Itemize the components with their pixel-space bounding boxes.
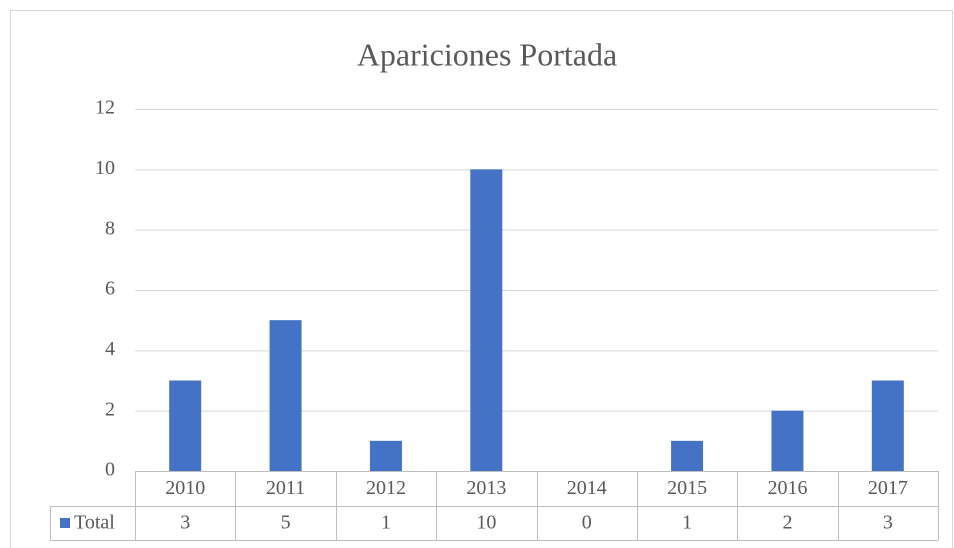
chart-border bbox=[10, 10, 953, 548]
y-tick-label: 0 bbox=[105, 459, 115, 481]
y-tick-label: 12 bbox=[95, 97, 115, 119]
table-value: 5 bbox=[281, 512, 291, 534]
bar bbox=[771, 410, 804, 471]
x-tick-label: 2017 bbox=[868, 477, 908, 499]
y-tick-label: 8 bbox=[105, 217, 115, 239]
y-tick-label: 2 bbox=[105, 398, 115, 420]
bar bbox=[369, 440, 402, 471]
table-value: 3 bbox=[883, 512, 893, 534]
table-value: 10 bbox=[476, 512, 496, 534]
x-tick-label: 2014 bbox=[567, 477, 607, 499]
table-value: 1 bbox=[381, 512, 391, 534]
y-tick-label: 6 bbox=[105, 278, 115, 300]
bar bbox=[470, 169, 503, 472]
x-tick-label: 2016 bbox=[767, 477, 807, 499]
x-tick-label: 2013 bbox=[466, 477, 506, 499]
legend-label: Total bbox=[74, 512, 115, 534]
table-value: 2 bbox=[782, 512, 792, 534]
bar bbox=[671, 440, 704, 471]
table-value: 3 bbox=[180, 512, 190, 534]
chart-title: Apariciones Portada bbox=[357, 36, 617, 72]
legend-key bbox=[60, 518, 70, 528]
x-tick-label: 2012 bbox=[366, 477, 406, 499]
y-tick-label: 10 bbox=[95, 157, 115, 179]
table-value: 1 bbox=[682, 512, 692, 534]
bar bbox=[871, 380, 904, 471]
bar bbox=[169, 380, 202, 471]
x-tick-label: 2015 bbox=[667, 477, 707, 499]
x-tick-label: 2010 bbox=[165, 477, 205, 499]
bar bbox=[269, 320, 302, 471]
table-value: 0 bbox=[582, 512, 592, 534]
x-tick-label: 2011 bbox=[266, 477, 305, 499]
y-tick-label: 4 bbox=[105, 338, 115, 360]
